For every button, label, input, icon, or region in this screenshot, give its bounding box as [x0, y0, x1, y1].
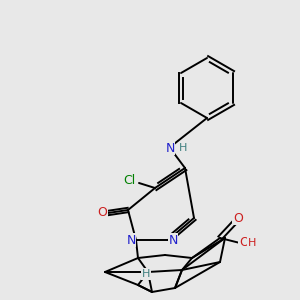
Text: H: H	[142, 269, 150, 279]
Text: N: N	[126, 233, 136, 247]
Text: Cl: Cl	[123, 173, 135, 187]
Text: H: H	[248, 238, 256, 248]
Text: O: O	[239, 236, 249, 250]
Text: O: O	[97, 206, 107, 220]
Text: H: H	[179, 143, 187, 153]
Text: O: O	[233, 212, 243, 224]
Text: N: N	[165, 142, 175, 154]
Text: N: N	[168, 233, 178, 247]
